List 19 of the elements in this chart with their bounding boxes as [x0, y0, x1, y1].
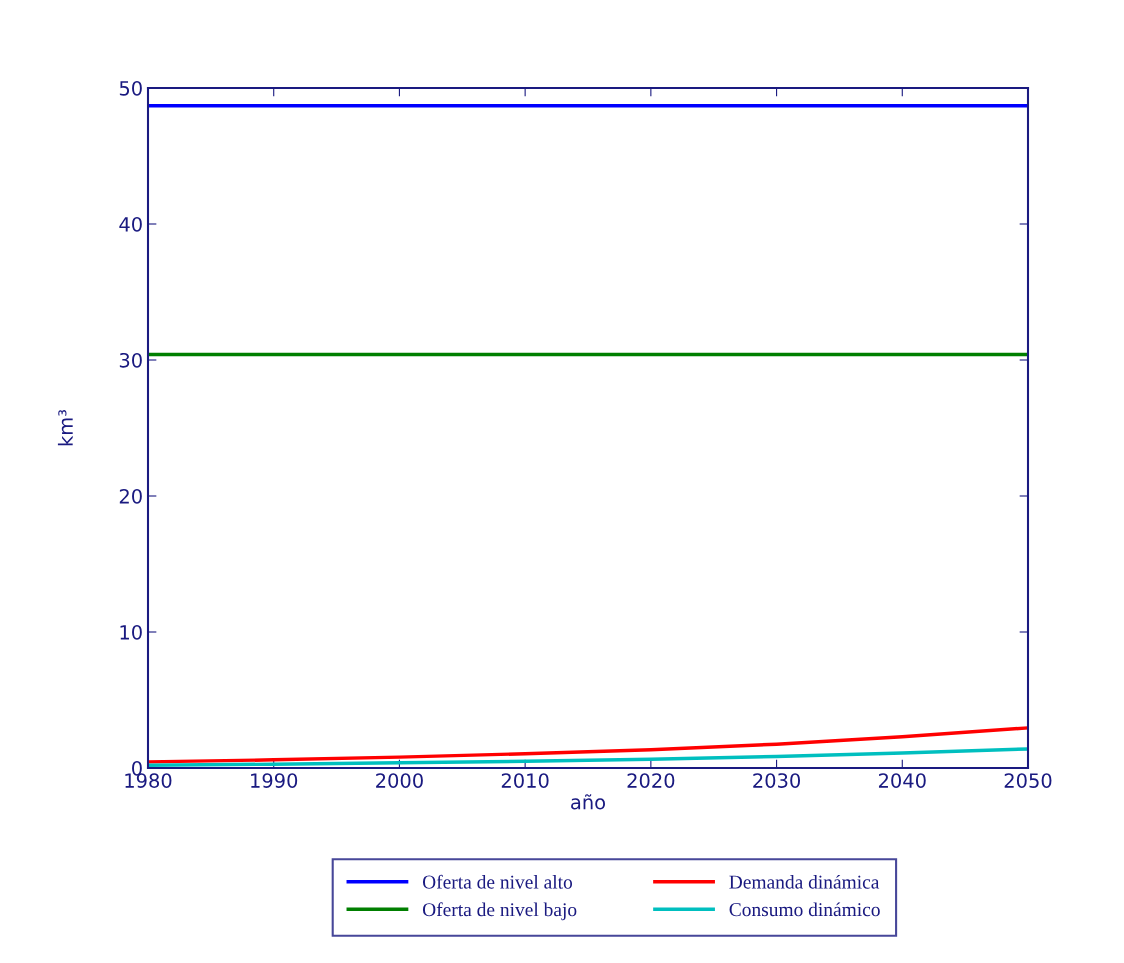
x-tick-label: 2020 [627, 773, 675, 788]
y-axis-title: km³ [57, 409, 73, 446]
line-series [148, 726, 1028, 764]
legend-label: Oferta de nivel bajo [422, 902, 577, 921]
y-tick-label: 20 [119, 488, 142, 504]
legend-label: Demanda dinámica [729, 874, 880, 889]
y-tick-label: 30 [119, 352, 142, 368]
x-axis-title: año [571, 794, 606, 810]
y-tick-label: 10 [120, 624, 142, 640]
x-tick-label: 2040 [878, 773, 926, 788]
x-tick-label: 2030 [753, 773, 801, 788]
legend-label: Consumo dinámico [729, 902, 880, 917]
y-tick-label: 50 [119, 80, 142, 96]
y-tick-label: 40 [119, 216, 142, 232]
x-tick-label: 1990 [251, 773, 298, 788]
x-tick-label: 2050 [1004, 773, 1052, 788]
x-tick-label: 2010 [501, 773, 549, 788]
legend-label: Oferta de nivel alto [422, 874, 573, 889]
x-tick-label: 2000 [376, 773, 423, 788]
